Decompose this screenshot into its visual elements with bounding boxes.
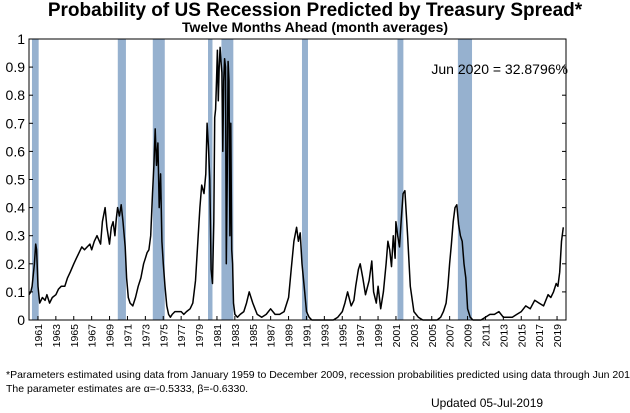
x-tick-label: 2013 — [498, 324, 510, 348]
x-tick-label: 1987 — [266, 324, 278, 348]
recession-bands — [31, 39, 473, 320]
x-tick-label: 2003 — [409, 324, 421, 348]
footnote-line-1: *Parameters estimated using data from Ja… — [6, 369, 630, 381]
x-tick-label: 1963 — [51, 324, 63, 348]
y-tick-label: 0.2 — [6, 256, 26, 272]
y-tick-label: 0 — [17, 312, 25, 328]
x-tick-label: 2017 — [534, 324, 546, 348]
chart-annotation: Jun 2020 = 32.8796% — [431, 61, 568, 77]
x-tick-label: 1981 — [212, 324, 224, 348]
x-tick-label: 1975 — [158, 324, 170, 348]
x-tick-label: 1989 — [284, 324, 296, 348]
x-tick-label: 2001 — [391, 324, 403, 348]
series-line — [28, 46, 565, 321]
updated-date: Updated 05-Jul-2019 — [431, 396, 544, 410]
x-tick-label: 1967 — [87, 324, 99, 348]
y-tick-label: 0.7 — [6, 115, 26, 131]
x-tick-label: 2005 — [427, 324, 439, 348]
footnote: *Parameters estimated using data from Ja… — [6, 368, 630, 396]
footnote-line-2: The parameter estimates are α=-0.5333, β… — [6, 383, 249, 395]
y-tick-label: 0.6 — [6, 143, 26, 159]
x-tick-label: 1995 — [337, 324, 349, 348]
y-tick-label: 0.5 — [6, 172, 26, 188]
x-tick-label: 2011 — [480, 324, 492, 347]
recession-band-6 — [397, 39, 404, 320]
x-tick-label: 2007 — [445, 324, 457, 348]
chart-title: Probability of US Recession Predicted by… — [47, 0, 583, 21]
x-tick-label: 1977 — [176, 324, 188, 348]
recession-band-5 — [301, 39, 308, 320]
x-tick-label: 1979 — [194, 324, 206, 348]
y-axis: 0 0.1 0.2 0.3 0.4 0.5 0.6 0.7 0.8 0.9 1 — [6, 31, 566, 328]
y-tick-label: 0.8 — [6, 87, 26, 103]
recession-band-7 — [457, 39, 473, 320]
y-tick-label: 1 — [17, 31, 25, 47]
x-tick-label: 1971 — [122, 324, 134, 348]
x-tick-label: 2015 — [516, 324, 528, 348]
recession-band-0 — [31, 39, 39, 320]
chart: 00.10.20.30.40.50.60.70.80.91 1961 1963 19… — [6, 31, 568, 347]
plot-frame — [28, 38, 567, 321]
x-tick-label: 2009 — [463, 324, 475, 348]
x-tick-label: 1965 — [69, 324, 81, 348]
chart-subtitle: Twelve Months Ahead (month averages) — [181, 19, 449, 35]
y-tick-label: 0.9 — [6, 59, 26, 75]
x-tick-label: 1969 — [105, 324, 117, 348]
x-tick-label: 2019 — [552, 324, 564, 348]
x-tick-label: 1991 — [301, 324, 313, 348]
x-tick-label: 1973 — [140, 324, 152, 348]
x-tick-label: 1993 — [319, 324, 331, 348]
recession-band-1 — [117, 39, 126, 320]
x-tick-label: 1961 — [33, 324, 45, 348]
x-tick-label: 1999 — [373, 324, 385, 348]
y-tick-label: 0.4 — [6, 200, 26, 216]
y-tick-label: 0.3 — [6, 228, 26, 244]
y-tick-label: 0.1 — [6, 284, 26, 300]
x-tick-label: 1985 — [248, 324, 260, 348]
x-tick-label: 1997 — [355, 324, 367, 348]
x-axis: 1961 1963 1965 1967 1969 1971 1973 1975 1977 1979… — [33, 316, 564, 347]
x-tick-label: 1983 — [230, 324, 242, 348]
